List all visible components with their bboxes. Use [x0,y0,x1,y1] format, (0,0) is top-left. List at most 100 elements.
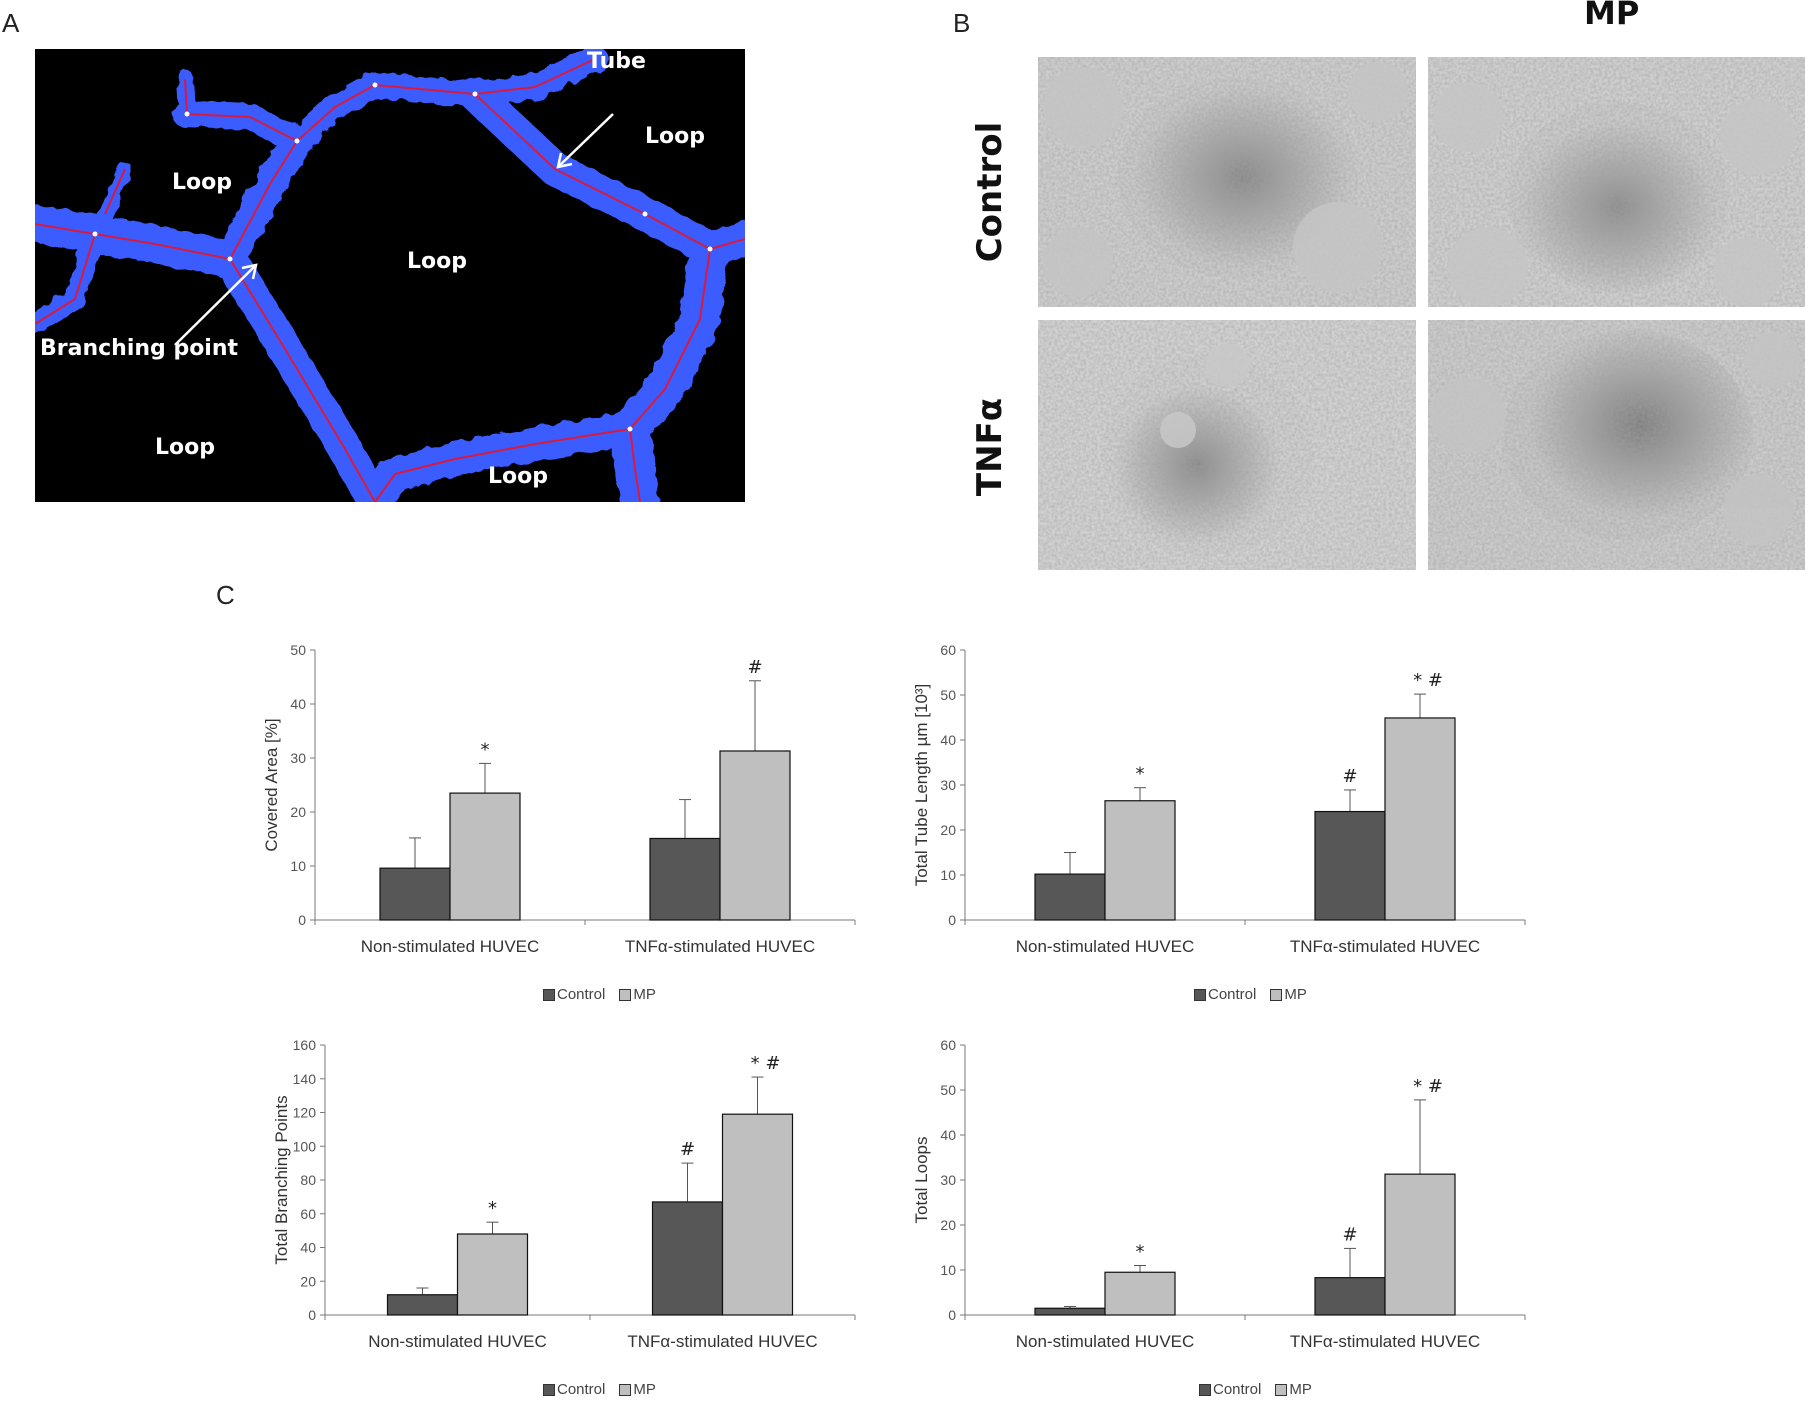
bar-control [651,1201,724,1316]
y-tick-label: 0 [948,1307,956,1323]
y-tick-label: 80 [300,1172,316,1188]
legend-swatch-control [1199,1383,1211,1396]
branching-point-label: Branching point [40,336,239,361]
legend-label-control: Control [557,986,606,1003]
bar-mp [1384,717,1456,921]
y-tick-label: 60 [940,642,956,658]
loop-label: Loop [172,170,232,195]
chart-legend: Control MP [543,1381,670,1398]
significance-mark: * [1136,764,1145,785]
legend-swatch-mp [1275,1383,1288,1396]
legend-label-mp: MP [1289,1381,1312,1398]
row-label-tnfa: TNFα [970,397,1010,497]
bar-control [1314,810,1386,921]
legend-label-control: Control [557,1381,606,1398]
significance-mark: # [747,657,762,678]
legend-label-control: Control [1208,986,1257,1003]
y-tick-label: 0 [948,912,956,928]
loop-label: Loop [155,435,215,460]
y-tick-label: 20 [940,822,956,838]
y-tick-label: 120 [293,1105,317,1121]
chart-plot: 0 10 20 30 40 50 Covered Area [%] Non-stimulate… [262,642,856,956]
significance-mark: # [1342,1224,1357,1245]
legend-swatch-control [1194,988,1206,1001]
bar-control [386,1294,459,1316]
significance-mark: * [488,1198,497,1219]
y-tick-label: 30 [290,750,306,766]
y-tick-label: 60 [300,1206,316,1222]
y-tick-label: 50 [940,687,956,703]
panel-label-b: B [953,8,971,38]
chart-plot: 0 10 20 30 40 50 60 Total Loops Non-stimulated H… [912,1037,1526,1351]
bar-mp [721,1113,794,1316]
chart-tube-length: 0 10 20 30 40 50 60 Total Tube Length µm [10³] N… [905,640,1565,1000]
y-axis-title: Total Branching Points [272,1095,291,1264]
tube-network-image: Tube Loop Loop Loop Branching point Loop… [35,49,745,502]
x-tick-label: TNFα-stimulated HUVEC [1290,1332,1480,1351]
legend-label-mp: MP [1284,986,1307,1003]
y-tick-label: 40 [290,696,306,712]
micrograph-control-mp [1428,57,1805,307]
bar-control [1034,1307,1106,1316]
bar-mp [456,1233,529,1316]
loop-label: Loop [645,124,705,149]
y-tick-label: 20 [300,1273,316,1289]
loop-label: Loop [488,464,548,489]
y-tick-label: 40 [940,732,956,748]
significance-mark: * # [1413,670,1443,691]
loop-label: Loop [407,249,467,274]
y-tick-label: 10 [940,1262,956,1278]
y-tick-label: 100 [293,1138,317,1154]
bar-control [379,867,451,921]
micrograph-tnfa-mp [1428,320,1805,570]
significance-mark: * # [1413,1076,1443,1097]
panel-label-c: C [216,580,235,610]
tube-network-drawing [35,49,745,502]
chart-legend: Control MP [543,986,670,1003]
micrograph-tnfa-untreated [1038,320,1416,570]
legend-swatch-control [543,1383,555,1396]
bar-mp [449,792,521,921]
legend-label-mp: MP [633,1381,656,1398]
chart-legend: Control MP [1194,986,1321,1003]
y-tick-label: 40 [300,1240,316,1256]
legend-label-control: Control [1213,1381,1262,1398]
chart-legend: Control MP [1199,1381,1326,1398]
y-tick-label: 160 [293,1037,317,1053]
bar-mp [719,750,791,921]
micrograph-control-untreated [1038,57,1416,307]
tube-label: Tube [587,49,646,74]
legend-label-mp: MP [633,986,656,1003]
y-axis-title: Total Loops [912,1137,931,1224]
significance-mark: # [1342,766,1357,787]
x-tick-label: Non-stimulated HUVEC [361,937,540,956]
y-tick-label: 40 [940,1127,956,1143]
significance-mark: * [481,739,490,760]
y-tick-label: 10 [940,867,956,883]
y-tick-label: 140 [293,1071,317,1087]
x-tick-label: Non-stimulated HUVEC [1016,937,1195,956]
row-label-control: Control [970,121,1010,263]
legend-swatch-mp [619,1383,632,1396]
chart-branching-points: 0 20 40 60 80 100 120 140 160 Total Branching Poi… [255,1035,856,1395]
legend-swatch-mp [619,988,632,1001]
y-tick-label: 20 [290,804,306,820]
y-tick-label: 30 [940,777,956,793]
y-axis-title: Total Tube Length µm [10³] [912,684,931,887]
chart-plot: 0 20 40 60 80 100 120 140 160 Total Branching Poi… [272,1037,856,1351]
x-tick-label: Non-stimulated HUVEC [368,1332,547,1351]
y-axis-title: Covered Area [%] [262,718,281,851]
y-tick-label: 50 [940,1082,956,1098]
y-tick-label: 0 [298,912,306,928]
bar-control [1034,873,1106,921]
panel-label-a: A [2,8,20,38]
bar-mp [1104,1271,1176,1316]
chart-loops: 0 10 20 30 40 50 60 Total Loops Non-stimulated H… [905,1035,1565,1395]
y-tick-label: 0 [308,1307,316,1323]
x-tick-label: TNFα-stimulated HUVEC [625,937,815,956]
column-label-mp: MP [1584,0,1640,32]
chart-covered-area: 0 10 20 30 40 50 Covered Area [%] Non-stimulate… [255,640,856,1000]
bar-mp [1104,800,1176,921]
y-tick-label: 30 [940,1172,956,1188]
x-tick-label: TNFα-stimulated HUVEC [1290,937,1480,956]
